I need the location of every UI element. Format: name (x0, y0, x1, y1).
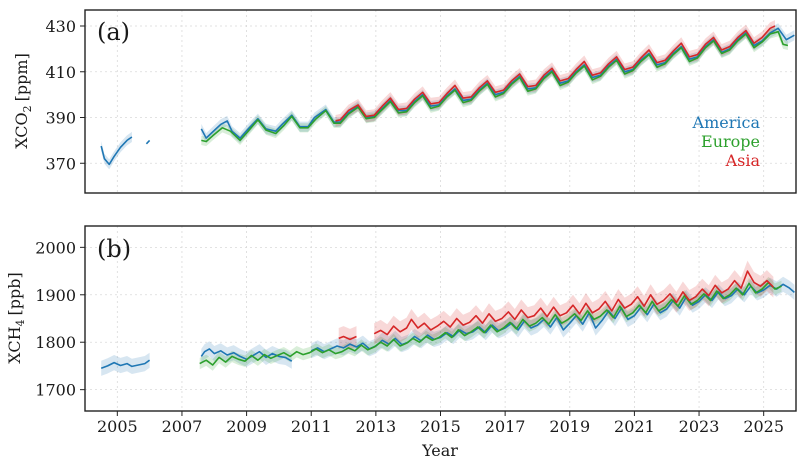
series-line-america (145, 139, 151, 145)
series-line-america (200, 348, 293, 362)
band-america (201, 341, 292, 369)
x-tick-label: 2015 (420, 417, 461, 436)
y-tick-label: 430 (45, 17, 76, 36)
y-tick-label: 410 (45, 63, 76, 82)
panel-a-grid (85, 10, 796, 193)
panel-b-ylabel: XCH4[ppb] (5, 272, 27, 364)
y-tick-label: 2000 (35, 238, 76, 257)
panel-b-frame (84, 225, 797, 412)
x-tick-label: 2025 (743, 417, 784, 436)
panel-b-x-ticks: 2005 2007 2009 2011 2013 2015 2017 2019 2021 2023… (97, 411, 784, 436)
panel-a-legend: America Europe Asia (692, 113, 761, 170)
x-tick-label: 2023 (679, 417, 720, 436)
series-line-europe (199, 281, 782, 366)
x-tick-label: 2011 (291, 417, 332, 436)
panel-b-uncertainty-bands (101, 260, 795, 376)
y-tick-label: 370 (45, 154, 76, 173)
y-tick-label: 1900 (35, 286, 76, 305)
series-line-america (100, 136, 133, 166)
panel-a-y-ticks: 370 390 410 430 (45, 17, 85, 173)
series-line-asia (373, 270, 774, 336)
y-tick-label: 390 (45, 109, 76, 128)
x-tick-label: 2019 (549, 417, 590, 436)
panel-b-series-lines (100, 270, 795, 370)
panel-b-y-ticks: 1700 1800 1900 2000 (35, 238, 85, 400)
panel-b-label: (b) (97, 235, 131, 263)
band-america (101, 131, 132, 170)
x-tick-label: 2017 (485, 417, 526, 436)
x-tick-label: 2009 (226, 417, 267, 436)
y-tick-label: 1800 (35, 333, 76, 352)
x-tick-label: 2005 (97, 417, 138, 436)
panel-a-frame (84, 9, 797, 194)
panel-b-grid (85, 226, 796, 411)
x-tick-label: 2013 (356, 417, 397, 436)
panel-a-label: (a) (97, 18, 130, 46)
x-tick-label: 2021 (614, 417, 655, 436)
panel-a-ylabel: XCO2[ppm] (12, 53, 34, 149)
panel-b: 1700 1800 1900 2000 2005 2007 2009 2011 2013 201… (5, 225, 797, 460)
series-line-asia (338, 335, 357, 341)
series-line-europe (201, 30, 789, 143)
panel-a-series-lines (100, 25, 795, 166)
series-line-america (100, 359, 151, 370)
legend-america: America (692, 113, 761, 132)
y-tick-label: 1700 (35, 381, 76, 400)
legend-europe: Europe (701, 132, 760, 151)
x-axis-label: Year (421, 441, 458, 460)
series-line-asia (335, 25, 776, 122)
panel-a: 370 390 410 430 (a) XCO2[ppm] America Europ… (12, 9, 797, 194)
legend-asia: Asia (725, 151, 761, 170)
band-asia (374, 260, 774, 346)
x-tick-label: 2007 (162, 417, 203, 436)
